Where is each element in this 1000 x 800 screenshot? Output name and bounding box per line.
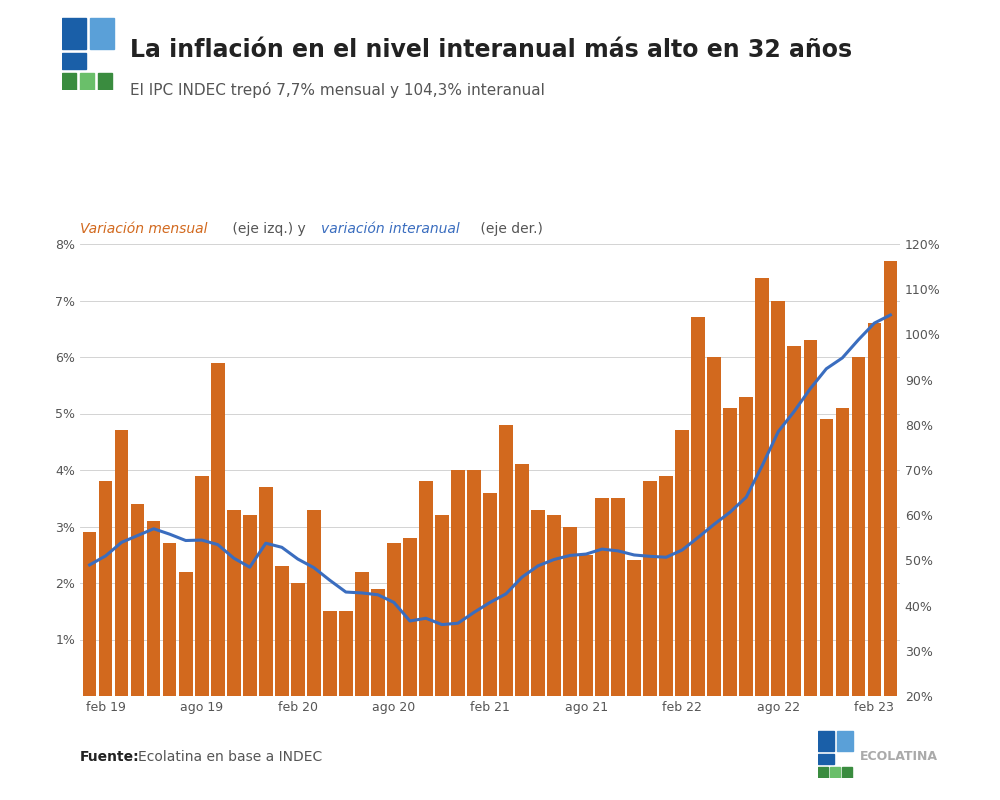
Bar: [483, 493, 497, 696]
Bar: [852, 357, 865, 696]
Bar: [818, 731, 834, 751]
Bar: [467, 470, 481, 696]
Bar: [884, 261, 897, 696]
Bar: [842, 767, 852, 778]
Text: (eje izq.) y: (eje izq.) y: [228, 222, 310, 237]
Bar: [227, 510, 241, 696]
Bar: [163, 543, 176, 696]
Bar: [259, 487, 273, 696]
Bar: [355, 572, 369, 696]
Bar: [531, 510, 545, 696]
Bar: [787, 346, 801, 696]
Bar: [818, 754, 834, 764]
Bar: [323, 611, 337, 696]
Bar: [771, 301, 785, 696]
Bar: [243, 515, 257, 696]
Bar: [62, 53, 86, 69]
Bar: [291, 583, 305, 696]
Bar: [131, 504, 144, 696]
Bar: [179, 572, 193, 696]
Bar: [80, 74, 94, 90]
Bar: [62, 18, 86, 49]
Bar: [371, 589, 385, 696]
Bar: [547, 515, 561, 696]
Bar: [275, 566, 289, 696]
Bar: [755, 278, 769, 696]
Bar: [98, 74, 112, 90]
Bar: [435, 515, 449, 696]
Text: (eje der.): (eje der.): [476, 222, 543, 237]
Bar: [90, 18, 114, 49]
Bar: [837, 731, 853, 751]
Bar: [707, 357, 721, 696]
Bar: [99, 482, 112, 696]
Bar: [403, 538, 417, 696]
Bar: [723, 408, 737, 696]
Bar: [868, 323, 881, 696]
Bar: [83, 532, 96, 696]
Bar: [147, 521, 160, 696]
Bar: [307, 510, 321, 696]
Bar: [195, 476, 209, 696]
Text: Ecolatina en base a INDEC: Ecolatina en base a INDEC: [138, 750, 322, 765]
Bar: [818, 767, 828, 778]
Bar: [419, 482, 433, 696]
Bar: [643, 482, 657, 696]
Bar: [836, 408, 849, 696]
Bar: [830, 767, 840, 778]
Text: ECOLATINA: ECOLATINA: [860, 750, 938, 762]
Bar: [659, 476, 673, 696]
Bar: [595, 498, 609, 696]
Bar: [515, 464, 529, 696]
Bar: [804, 340, 817, 696]
Text: El IPC INDEC trepó 7,7% mensual y 104,3% interanual: El IPC INDEC trepó 7,7% mensual y 104,3%…: [130, 82, 545, 98]
Bar: [820, 419, 833, 696]
Bar: [115, 430, 128, 696]
Text: variación interanual: variación interanual: [321, 222, 460, 237]
Bar: [691, 318, 705, 696]
Bar: [611, 498, 625, 696]
Text: Fuente:: Fuente:: [80, 750, 140, 765]
Bar: [627, 560, 641, 696]
Bar: [62, 74, 76, 90]
Text: La inflación en el nivel interanual más alto en 32 años: La inflación en el nivel interanual más …: [130, 38, 852, 62]
Bar: [739, 397, 753, 696]
Bar: [579, 554, 593, 696]
Bar: [211, 362, 225, 696]
Text: Variación mensual: Variación mensual: [80, 222, 208, 237]
Bar: [451, 470, 465, 696]
Bar: [563, 526, 577, 696]
Bar: [387, 543, 401, 696]
Bar: [499, 425, 513, 696]
Bar: [339, 611, 353, 696]
Bar: [675, 430, 689, 696]
